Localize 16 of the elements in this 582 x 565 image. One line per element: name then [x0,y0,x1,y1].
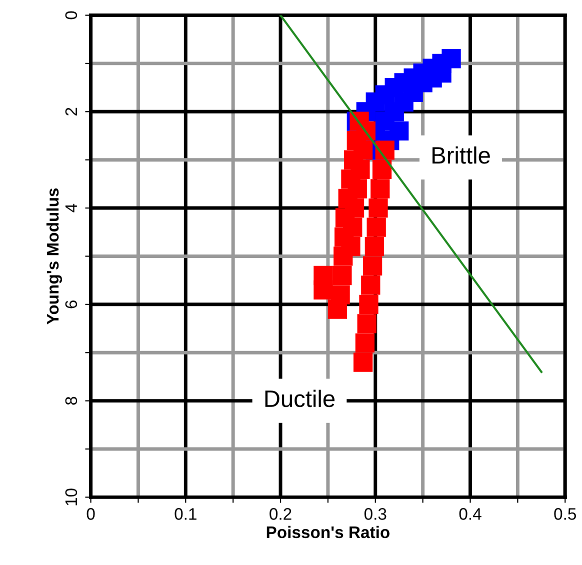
x-tick-label: 0.5 [554,508,576,520]
y-tick-label: 0 [65,11,78,20]
x-tick-label: 0 [86,508,95,520]
x-axis-title: Poisson's Ratio [266,526,390,538]
x-tick-label: 0.4 [459,508,482,520]
y-tick-label: 4 [65,204,77,212]
y-tick-label: 10 [65,488,78,506]
annotation: Brittle [432,146,490,164]
x-tick-label: 0.3 [364,508,386,520]
x-tick-label: 0.1 [174,508,196,520]
y-tick-label: 8 [65,396,78,405]
y-axis-title: Young's Modulus [46,188,62,324]
y-tick-label: 2 [65,108,77,116]
x-tick-label: 0.2 [270,508,292,520]
annotation: Ductile [265,390,335,408]
y-tick-label: 6 [65,300,78,308]
